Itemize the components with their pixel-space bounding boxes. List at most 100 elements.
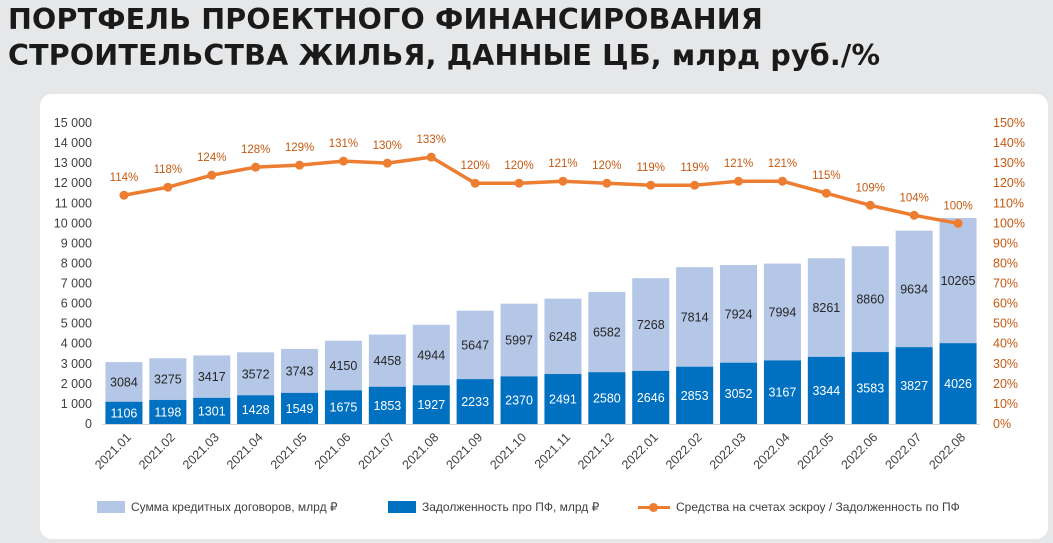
credit-value-label: 10265 <box>941 274 976 288</box>
debt-bar <box>500 376 538 424</box>
ratio-point <box>514 178 524 188</box>
ratio-value-label: 118% <box>154 164 183 176</box>
x-axis-tick-label: 2022.07 <box>882 430 924 472</box>
right-axis-tick-label: 80% <box>993 256 1018 270</box>
ratio-value-label: 121% <box>548 158 577 170</box>
ratio-value-label: 120% <box>592 160 621 172</box>
x-axis-tick-label: 2021.06 <box>312 430 354 472</box>
left-axis-tick-label: 4 000 <box>61 337 92 351</box>
debt-value-label: 1198 <box>154 405 181 419</box>
debt-value-label: 1301 <box>198 404 226 418</box>
debt-bar <box>851 352 889 424</box>
right-axis-tick-label: 70% <box>993 277 1018 291</box>
legend-label-ratio: Средства на счетах эскроу / Задолженност… <box>676 500 960 514</box>
right-axis-tick-label: 30% <box>993 357 1018 371</box>
left-axis-tick-label: 14 000 <box>54 136 92 150</box>
ratio-value-label: 114% <box>110 172 139 184</box>
legend-item-debt: Задолженность про ПФ, млрд ₽ <box>388 495 599 519</box>
debt-bar <box>632 370 670 424</box>
left-axis-tick-label: 15 000 <box>54 116 92 130</box>
ratio-value-label: 109% <box>856 182 885 194</box>
x-axis-tick-label: 2021.11 <box>532 430 573 471</box>
right-axis-tick-label: 100% <box>993 216 1025 230</box>
x-axis-tick-label: 2021.08 <box>400 430 442 472</box>
credit-value-label: 6582 <box>593 326 621 340</box>
ratio-line <box>122 155 960 226</box>
x-axis-tick-label: 2021.03 <box>180 430 222 472</box>
legend-swatch-ratio <box>638 501 670 513</box>
ratio-value-label: 119% <box>636 162 665 174</box>
x-axis-tick-label: 2021.01 <box>92 430 134 472</box>
left-axis-tick-label: 12 000 <box>54 176 92 190</box>
ratio-point <box>382 158 392 168</box>
right-axis-tick-label: 10% <box>993 397 1018 411</box>
debt-value-label: 2646 <box>637 391 665 405</box>
ratio-value-label: 115% <box>812 170 841 182</box>
debt-value-label: 2580 <box>593 392 621 406</box>
credit-value-label: 3417 <box>198 370 226 384</box>
right-axis-tick-label: 40% <box>993 337 1018 351</box>
debt-value-label: 2491 <box>549 393 577 407</box>
debt-bar <box>237 395 275 424</box>
left-axis-tick-label: 6 000 <box>61 297 92 311</box>
ratio-point <box>909 210 919 220</box>
right-axis-tick-label: 150% <box>993 116 1025 130</box>
ratio-value-label: 104% <box>899 192 928 204</box>
debt-bar <box>895 347 933 424</box>
debt-value-label: 1549 <box>286 402 314 416</box>
debt-bar <box>720 362 758 424</box>
debt-bar <box>281 392 319 424</box>
ratio-value-label: 100% <box>943 200 972 212</box>
left-axis-tick-label: 2 000 <box>61 377 92 391</box>
x-axis-tick-label: 2021.02 <box>136 430 178 472</box>
ratio-point <box>734 176 744 186</box>
debt-value-label: 3344 <box>812 384 840 398</box>
ratio-point <box>163 182 173 192</box>
x-axis-tick-label: 2021.05 <box>268 430 310 472</box>
left-axis-tick-label: 7 000 <box>61 277 92 291</box>
debt-bar <box>676 366 714 424</box>
x-axis-tick-label: 2022.04 <box>751 430 793 472</box>
chart-legend: Сумма кредитных договоров, млрд ₽ Задолж… <box>55 495 1015 519</box>
legend-label-debt: Задолженность про ПФ, млрд ₽ <box>422 500 600 514</box>
right-axis-tick-label: 140% <box>993 136 1025 150</box>
debt-value-label: 3167 <box>769 386 797 400</box>
ratio-point <box>646 180 656 190</box>
debt-bar <box>588 372 626 424</box>
debt-value-label: 3052 <box>725 387 753 401</box>
debt-bar <box>544 374 582 424</box>
left-axis-tick-label: 0 <box>85 417 92 431</box>
credit-value-label: 9634 <box>900 282 928 296</box>
x-axis-tick-label: 2022.05 <box>795 430 837 472</box>
ratio-point <box>953 218 963 228</box>
debt-bar <box>368 386 406 424</box>
x-axis-tick-label: 2022.03 <box>707 430 749 472</box>
legend-swatch-credit <box>97 501 125 513</box>
credit-value-label: 4150 <box>330 359 358 373</box>
x-axis-tick-label: 2022.06 <box>839 430 881 472</box>
x-axis-tick-label: 2021.12 <box>575 430 617 472</box>
debt-value-label: 1428 <box>242 403 270 417</box>
chart-title: ПОРТФЕЛЬ ПРОЕКТНОГО ФИНАНСИРОВАНИЯ СТРОИ… <box>8 2 880 74</box>
right-axis-tick-label: 120% <box>993 176 1025 190</box>
ratio-value-label: 129% <box>285 142 314 154</box>
debt-bar <box>412 385 450 424</box>
right-axis-tick-label: 90% <box>993 236 1018 250</box>
credit-value-label: 7994 <box>769 306 797 320</box>
debt-bar <box>149 399 187 424</box>
right-axis-tick-label: 110% <box>993 196 1024 210</box>
x-axis-tick-label: 2021.09 <box>443 430 485 472</box>
ratio-point <box>426 152 436 162</box>
ratio-value-label: 130% <box>373 140 402 152</box>
credit-value-label: 7268 <box>637 318 665 332</box>
debt-bar <box>105 401 143 424</box>
debt-value-label: 3583 <box>856 382 884 396</box>
ratio-point <box>251 162 261 172</box>
legend-item-credit: Сумма кредитных договоров, млрд ₽ <box>97 495 338 519</box>
legend-swatch-debt <box>388 501 416 513</box>
ratio-value-label: 120% <box>504 160 533 172</box>
x-axis-tick-label: 2021.04 <box>224 430 266 472</box>
credit-value-label: 3572 <box>242 367 270 381</box>
credit-value-label: 5997 <box>505 334 533 348</box>
